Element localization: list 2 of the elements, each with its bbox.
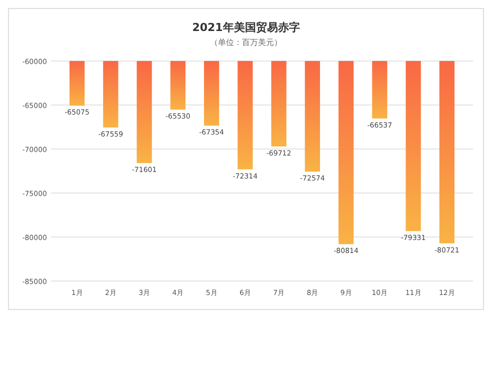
chart-title: 2021年美国贸易赤字 (192, 21, 300, 34)
chart-subtitle: （单位：百万美元） (210, 38, 282, 47)
